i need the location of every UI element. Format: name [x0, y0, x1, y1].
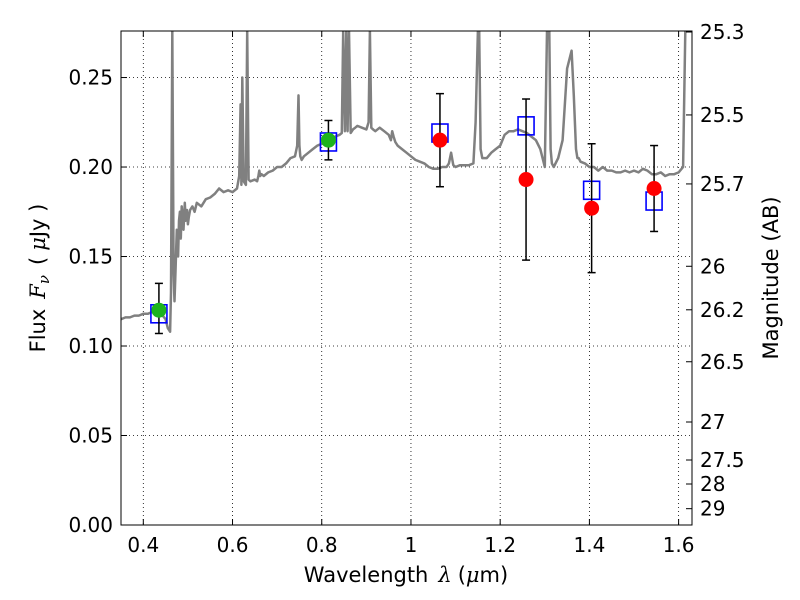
y-axis-label-text: Flux: [26, 309, 50, 353]
x-tick-label: 1.4: [573, 533, 605, 557]
y2-tick-label: 26.2: [700, 298, 745, 322]
y-tick-label: 0.10: [68, 334, 113, 358]
x-axis-label-open: (: [458, 563, 466, 587]
y-tick-label: 0.25: [68, 66, 113, 90]
y2-axis-label: Magnitude (AB): [759, 196, 783, 359]
observed-point: [432, 132, 448, 148]
y-tick-label: 0.15: [68, 245, 113, 269]
x-tick-label: 1.2: [484, 533, 516, 557]
x-tick-label: 0.4: [127, 533, 159, 557]
x-axis-label-text: Wavelength: [304, 563, 429, 587]
observed-point: [518, 172, 534, 188]
y-axis-label: Flux Fν ( μJy ): [26, 204, 53, 353]
y-tick-label: 0.00: [68, 513, 113, 537]
y2-tick-label: 27.5: [700, 448, 745, 472]
y-tick-label: 0.05: [68, 424, 113, 448]
x-axis-label-mu: μ: [466, 563, 480, 587]
x-tick-label: 0.6: [217, 533, 249, 557]
x-tick-label: 1.6: [663, 533, 695, 557]
observed-point: [646, 181, 662, 197]
y2-tick-label: 25.5: [700, 103, 745, 127]
observed-point: [584, 200, 600, 216]
x-tick-label: 0.8: [306, 533, 338, 557]
x-axis-label: Wavelength λ (μm): [304, 563, 508, 587]
y-axis-label-symbol: F: [26, 283, 50, 300]
grid: [121, 31, 692, 525]
plot-area: [121, 31, 687, 335]
y2-tick-label: 25.7: [700, 172, 745, 196]
x-axis-label-symbol: λ: [437, 563, 451, 587]
y2-tick-label: 28: [700, 472, 725, 496]
y2-tick-label: 26: [700, 254, 725, 278]
model-spectrum-line: [121, 31, 687, 333]
y-axis-label-subscript: ν: [35, 275, 53, 284]
y-tick-label: 0.20: [68, 155, 113, 179]
x-ticks: 0.4 0.6 0.8 1 1.2 1.4 1.6: [127, 31, 695, 557]
y2-tick-label: 29: [700, 497, 725, 521]
x-tick-label: 1: [405, 533, 418, 557]
x-axis-label-close: m): [480, 563, 509, 587]
markers-layer: [150, 92, 663, 335]
y2-tick-label: 26.5: [700, 350, 745, 374]
observed-point: [320, 132, 336, 148]
y2-tick-label: 25.3: [700, 20, 745, 44]
model-spectrum-layer: [121, 31, 687, 333]
y-axis-label-mu: μ: [26, 237, 50, 251]
y-axis-label-open: (: [26, 257, 50, 265]
observed-point: [151, 302, 167, 318]
y-axis-label-close: Jy ): [26, 204, 50, 240]
y-ticks: 0.00 0.05 0.10 0.15 0.20 0.25: [68, 66, 127, 537]
y2-tick-label: 27: [700, 410, 725, 434]
axes-frame: [120, 30, 693, 526]
